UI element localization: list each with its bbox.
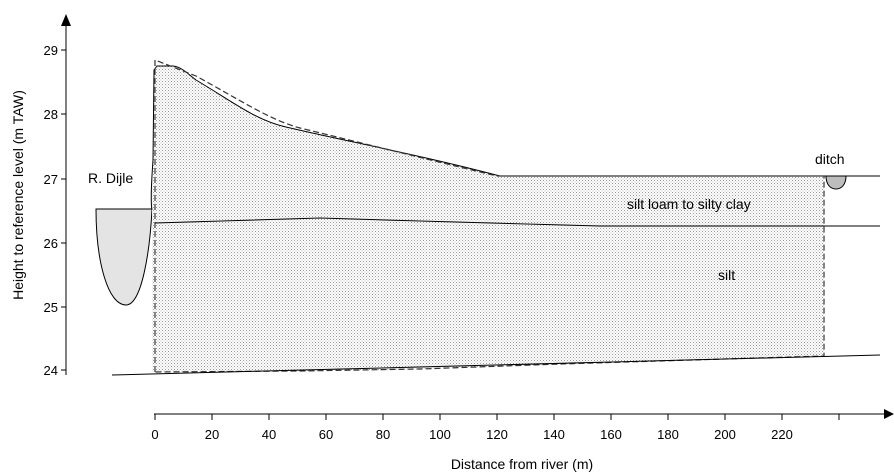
- ditch-shape: [825, 175, 847, 190]
- x-tick-label: 140: [543, 427, 565, 442]
- x-tick-label: 20: [205, 427, 219, 442]
- x-tick-label: 60: [319, 427, 333, 442]
- upper-layer-label: silt loam to silty clay: [627, 196, 751, 212]
- x-tick-label: 220: [771, 427, 793, 442]
- river-label: R. Dijle: [88, 170, 133, 186]
- y-tick-label: 24: [44, 363, 58, 378]
- x-axis-title: Distance from river (m): [451, 456, 593, 472]
- x-axis: [154, 409, 894, 419]
- x-ticks: [154, 414, 840, 420]
- x-tick-label: 120: [486, 427, 508, 442]
- y-tick-label: 26: [44, 236, 58, 251]
- base-line: [111, 354, 881, 376]
- x-tick-label: 80: [376, 427, 390, 442]
- layer-boundary-line: [154, 217, 880, 227]
- sediment-body: [151, 66, 825, 372]
- y-tick-label: 25: [44, 300, 58, 315]
- dashed-boundary: [154, 59, 825, 373]
- x-tick-labels: 0 20 40 60 80 100 120 140 160 180 200 22…: [151, 427, 792, 442]
- x-axis-arrow: [884, 409, 894, 419]
- x-tick-label: 100: [429, 427, 451, 442]
- y-tick-label: 29: [44, 43, 58, 58]
- y-axis-arrow: [61, 14, 71, 26]
- x-tick-label: 180: [657, 427, 679, 442]
- x-tick-label: 200: [714, 427, 736, 442]
- y-tick-labels: 29 28 27 26 25 24: [44, 43, 58, 378]
- lower-layer-label: silt: [718, 267, 735, 283]
- y-tick-label: 27: [44, 172, 58, 187]
- y-ticks: [61, 49, 66, 371]
- river-channel: [95, 208, 153, 306]
- y-axis-title: Height to reference level (m TAW): [10, 90, 26, 300]
- x-tick-label: 160: [600, 427, 622, 442]
- y-axis: [61, 14, 71, 375]
- y-tick-label: 28: [44, 107, 58, 122]
- x-tick-label: 40: [262, 427, 276, 442]
- x-tick-label: 0: [151, 427, 158, 442]
- ditch-label: ditch: [815, 151, 845, 167]
